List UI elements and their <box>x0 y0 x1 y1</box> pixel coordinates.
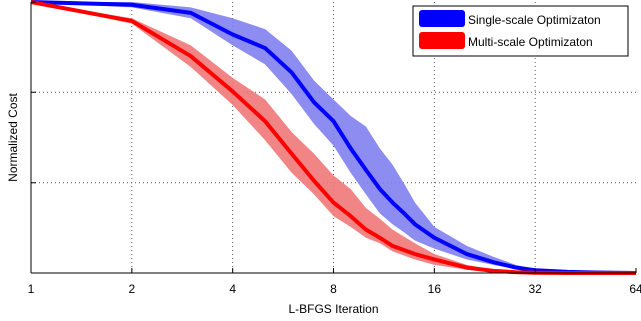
legend-swatch-single-scale <box>419 10 465 27</box>
single-scale-line <box>30 0 637 275</box>
tick-layer: 1 2 4 8 16 32 64 <box>28 282 641 296</box>
single-scale-band <box>31 2 636 273</box>
x-axis-label: L-BFGS Iteration <box>288 302 378 316</box>
band-layer <box>31 2 636 273</box>
legend-label-multi-scale: Multi-scale Optimizaton <box>468 35 593 49</box>
x-tick-label: 32 <box>528 282 542 296</box>
legend: Single-scale Optimizaton Multi-scale Opt… <box>412 5 629 57</box>
legend-swatch-multi-scale <box>419 32 465 49</box>
x-tick-label: 64 <box>629 282 641 296</box>
y-axis-label: Normalized Cost <box>6 92 20 181</box>
x-tick-label: 1 <box>28 282 35 296</box>
x-tick-label: 8 <box>330 282 337 296</box>
x-tick-label: 2 <box>128 282 135 296</box>
legend-label-single-scale: Single-scale Optimizaton <box>468 13 601 27</box>
axes-layer <box>30 1 637 274</box>
grid-layer <box>31 2 636 273</box>
x-tick-label: 4 <box>229 282 236 296</box>
x-tick-label: 16 <box>428 282 442 296</box>
